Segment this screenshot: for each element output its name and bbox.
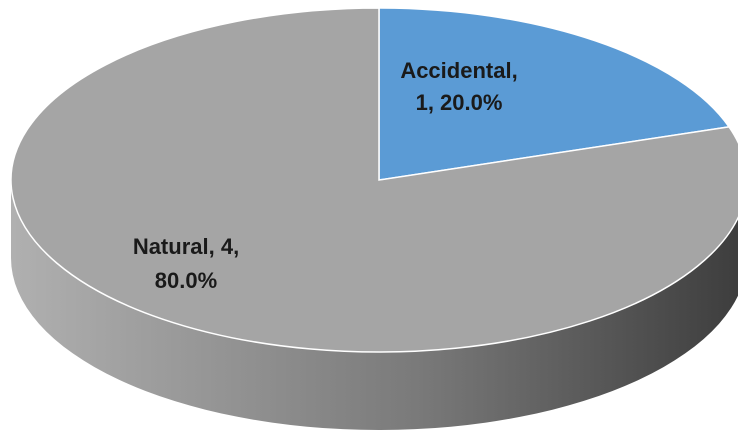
pie-slice-natural [10, 7, 738, 353]
pie-label-natural: Natural, 4, 80.0% [133, 234, 239, 293]
pie-label-line: 1, 20.0% [416, 90, 503, 115]
pie-side-layer [11, 180, 738, 430]
pie-label-line: Natural, 4, [133, 234, 239, 259]
pie-label-line: 80.0% [155, 268, 217, 293]
pie-side-wall [11, 180, 738, 430]
pie-top-layer [10, 7, 738, 353]
pie-label-layer: Accidental, 1, 20.0% Natural, 4, 80.0% [133, 58, 518, 293]
pie-label-line: Accidental, [400, 58, 517, 83]
pie-slice-accidental [378, 7, 731, 181]
pie-label-accidental: Accidental, 1, 20.0% [400, 58, 517, 115]
